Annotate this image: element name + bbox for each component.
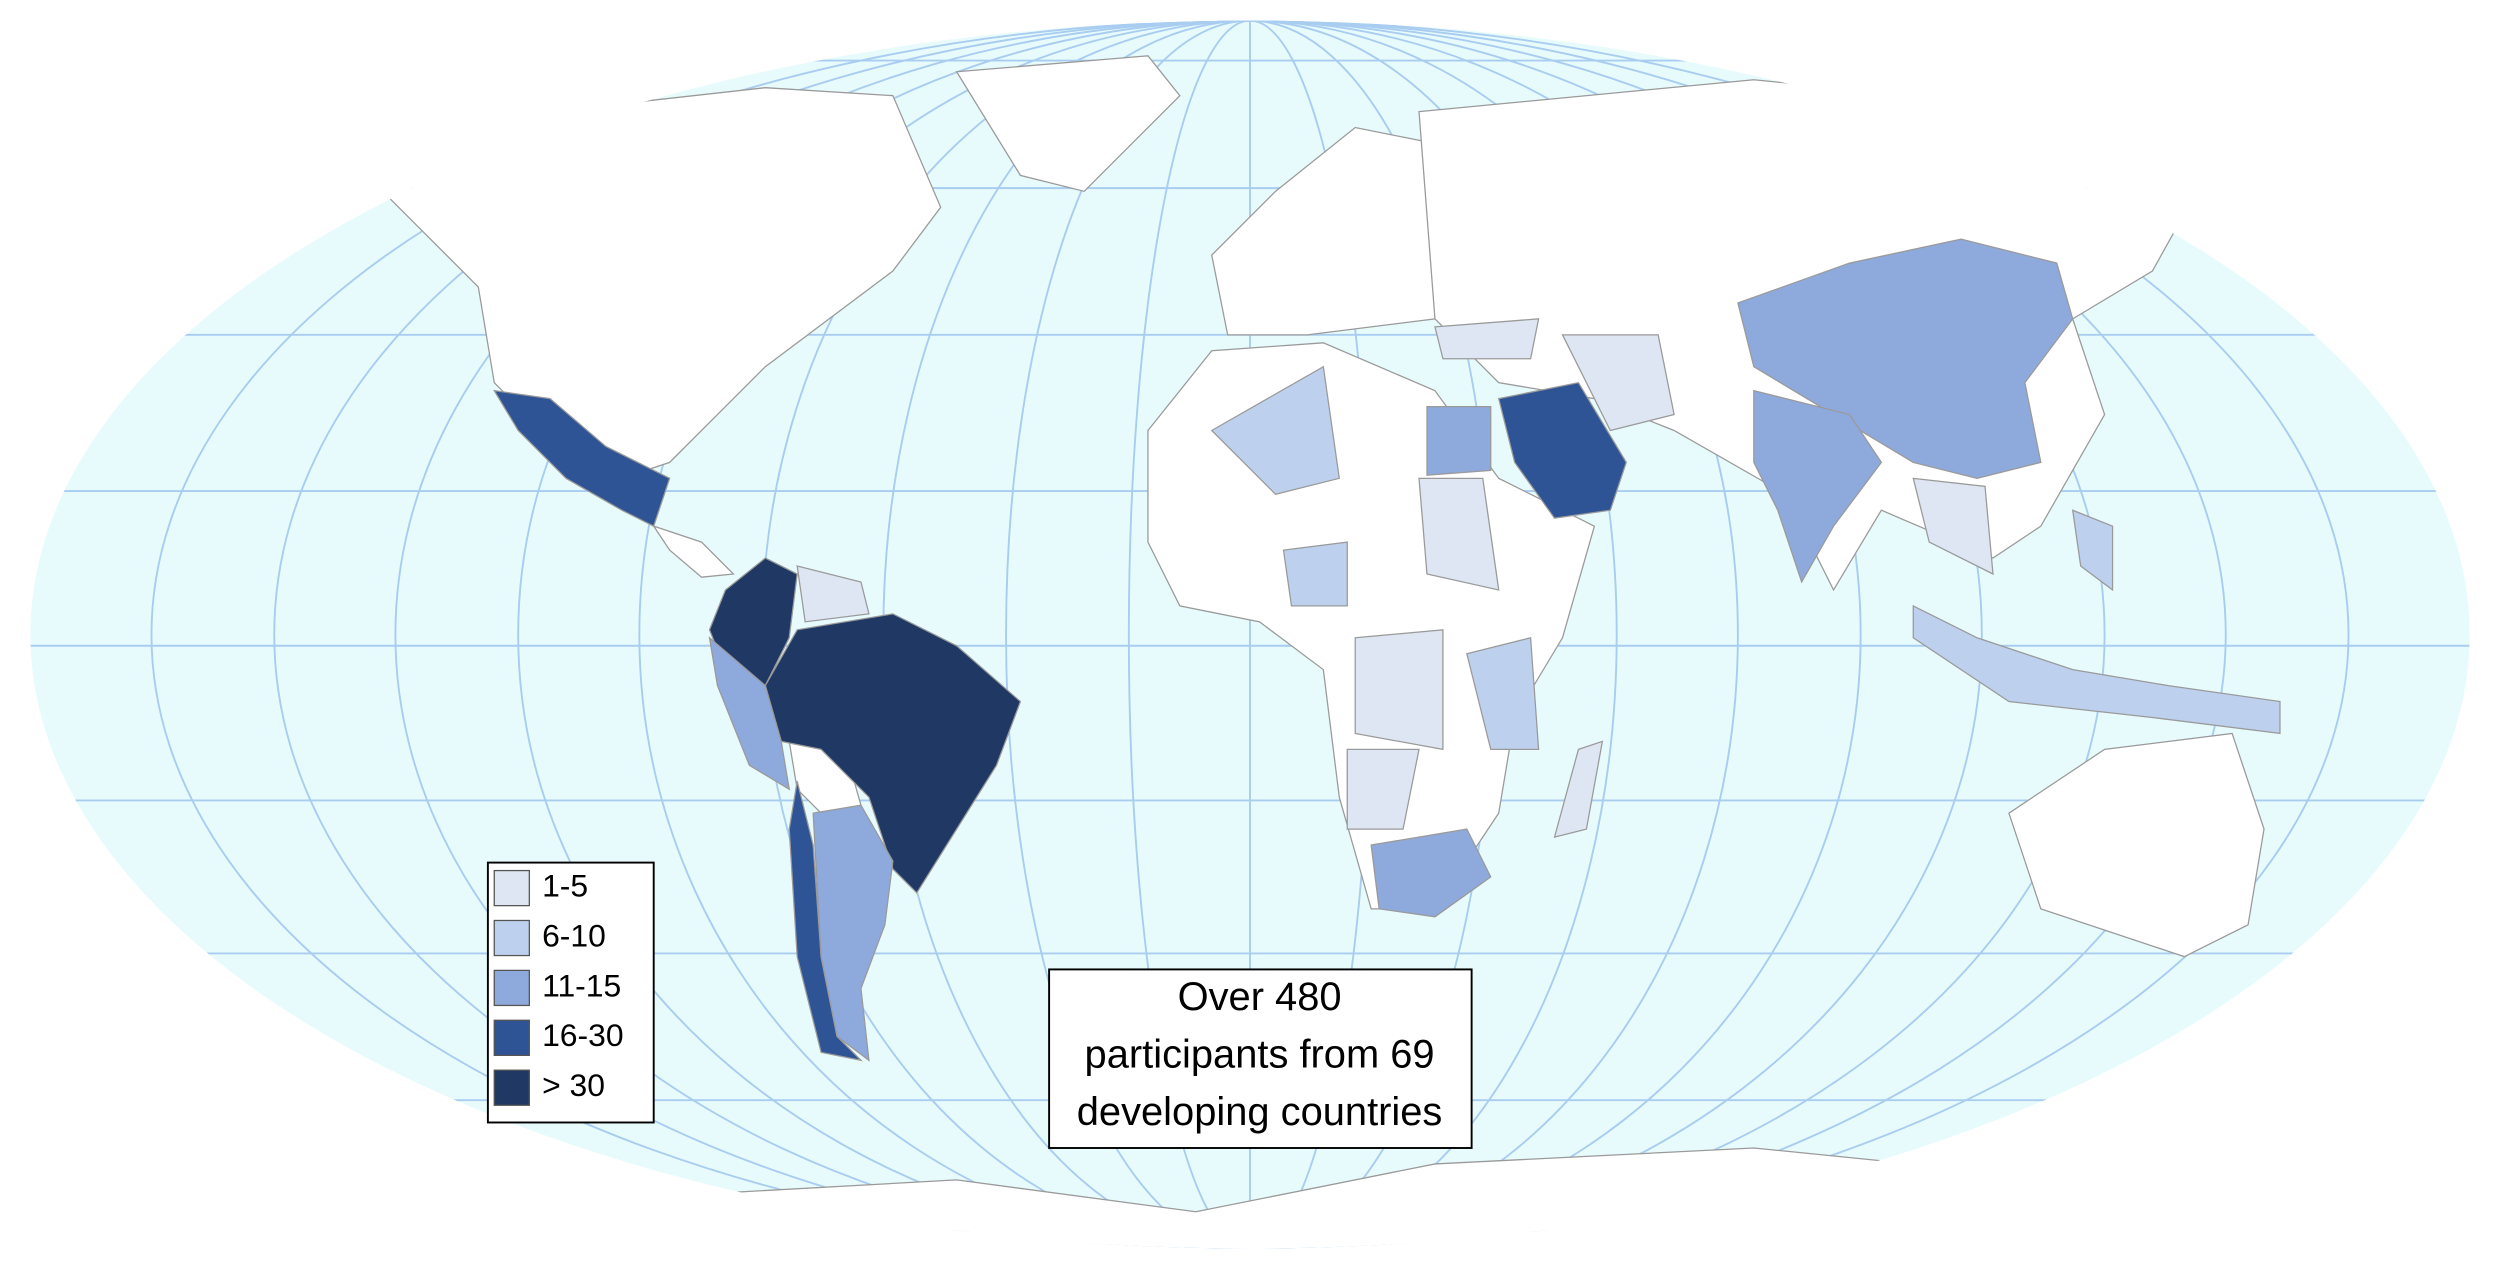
legend-label: 11-15 (542, 967, 621, 1003)
legend-swatch (493, 1069, 530, 1106)
chile (788, 781, 863, 1062)
legend-swatch (493, 919, 530, 957)
argentina (812, 804, 894, 1062)
legend: 1-5 6-10 11-15 16-30 > 30 (486, 861, 655, 1124)
legend-label: 1-5 (542, 868, 588, 904)
annotation-line: participants from 69 (1085, 1033, 1435, 1077)
south-africa (1370, 828, 1492, 918)
india (1753, 389, 1883, 584)
sudan (1418, 477, 1500, 591)
congo (1354, 629, 1444, 751)
china (1737, 238, 2074, 479)
nigeria (1282, 541, 1348, 607)
legend-label: > 30 (542, 1067, 605, 1103)
annotation-box (1048, 968, 1473, 1149)
legend-swatch (493, 1019, 530, 1056)
central-america (652, 524, 735, 578)
legend-label: 16-30 (542, 1017, 624, 1053)
legend-swatch (493, 969, 530, 1007)
turkey (1434, 318, 1540, 360)
annotation-line: Over 480 (1178, 975, 1342, 1019)
australia (2008, 732, 2265, 958)
legend-label: 6-10 (542, 917, 606, 953)
new-zealand (2278, 939, 2393, 1006)
indonesia (1912, 604, 2281, 735)
southeast-asia (1912, 477, 1994, 576)
peru (708, 636, 791, 791)
colombia (708, 557, 798, 687)
legend-swatch (493, 869, 530, 907)
venezuela (796, 565, 870, 623)
legend-items: 1-5 6-10 11-15 16-30 > 30 (493, 868, 624, 1106)
iran (1561, 334, 1675, 432)
mexico (493, 389, 671, 528)
annotation-line: developing countries (1077, 1090, 1443, 1134)
kenya-tanzania (1466, 636, 1540, 751)
egypt (1426, 405, 1492, 476)
greenland (955, 55, 1181, 193)
algeria (1210, 365, 1340, 495)
brazil (764, 613, 1022, 894)
madagascar (1553, 740, 1604, 838)
angola (1346, 748, 1420, 830)
philippines (2071, 509, 2114, 592)
saudi-arabia (1497, 381, 1627, 519)
annotation: Over 480 participants from 69 developing… (1048, 968, 1473, 1149)
